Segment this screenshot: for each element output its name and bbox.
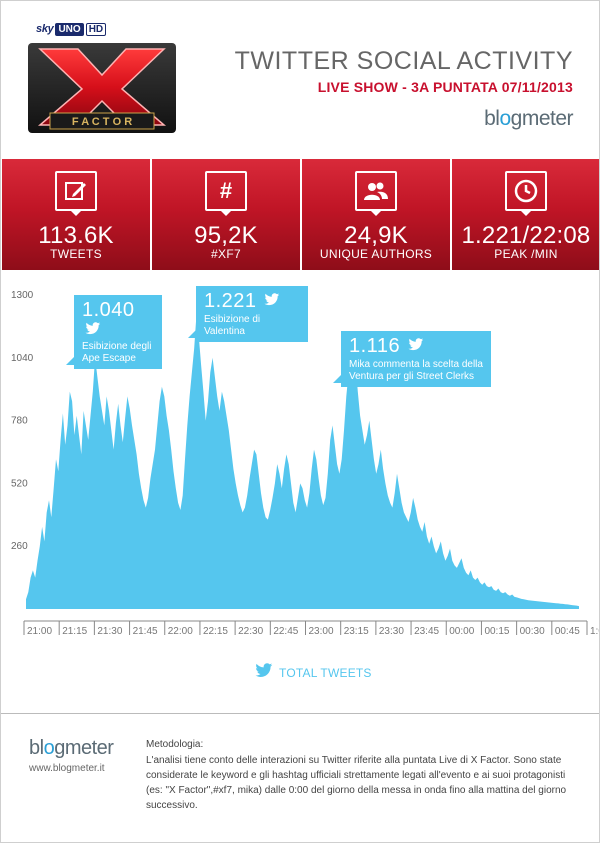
edit-icon	[55, 171, 97, 216]
brand-bottom-o: o	[43, 737, 55, 759]
xfactor-logo: F A C T O R	[28, 43, 176, 133]
x-tick-label: 21:30	[97, 626, 122, 637]
stat-peak: 1.221/22:08 PEAK /MIN	[452, 159, 599, 270]
x-tick-label: 00:45	[555, 626, 580, 637]
brand-bottom-post: gmeter	[54, 737, 114, 759]
x-tick-label: 21:45	[133, 626, 158, 637]
xfactor-logo-text: F A C T O R	[72, 116, 132, 128]
x-tick-label: 23:00	[309, 626, 334, 637]
stat-hashtag: # 95,2K #XF7	[152, 159, 302, 270]
callout-text: Esibizione degli Ape Escape	[82, 341, 152, 365]
x-tick-label: 23:30	[379, 626, 404, 637]
callout-value: 1.040	[82, 299, 135, 321]
stat-value: 1.221/22:08	[461, 222, 591, 249]
stat-label: UNIQUE AUTHORS	[319, 247, 433, 261]
x-tick-label: 21:15	[62, 626, 87, 637]
stat-label: PEAK /MIN	[494, 247, 558, 261]
methodology-text: L'analisi tiene conto delle interazioni …	[146, 755, 567, 811]
x-tick-label: 23:45	[414, 626, 439, 637]
channel-hd-label: HD	[85, 22, 107, 36]
page-subtitle: LIVE SHOW - 3A PUNTATA 07/11/2013	[317, 79, 573, 95]
stats-band: 113.6K TWEETS # 95,2K #XF7 24,9K UNIQUE …	[2, 159, 599, 270]
brand-top-o: o	[499, 107, 511, 130]
callout-value: 1.221	[204, 290, 257, 312]
x-tick-label: 00:00	[449, 626, 474, 637]
channel-badge: sky UNO HD	[36, 21, 107, 37]
stat-unique-authors: 24,9K UNIQUE AUTHORS	[302, 159, 452, 270]
callout-peak-1: 1.040 Esibizione degli Ape Escape	[66, 295, 162, 370]
stat-value: 113.6K	[38, 222, 114, 249]
tweets-area-chart: 260 520 780 1040 1300 21:00 21:15 21:30 21:45 22:…	[11, 290, 600, 637]
brand-top-pre: bl	[484, 107, 500, 130]
stat-tweets: 113.6K TWEETS	[2, 159, 152, 270]
twitter-bird-icon	[264, 292, 280, 311]
x-tick-label: 22:00	[168, 626, 193, 637]
x-tick-label: 22:30	[238, 626, 263, 637]
twitter-bird-icon	[408, 337, 424, 356]
clock-icon	[505, 171, 547, 216]
blogmeter-logo-bottom: blogmeter	[29, 737, 114, 760]
channel-sky-label: sky	[36, 23, 54, 35]
page-title: TWITTER SOCIAL ACTIVITY	[234, 47, 573, 75]
callout-peak-3: 1.116 Mika commenta la scelta della Vent…	[333, 331, 491, 387]
channel-uno-label: UNO	[55, 22, 84, 36]
twitter-bird-icon	[255, 663, 273, 683]
users-icon	[355, 171, 397, 216]
y-tick-label: 520	[11, 478, 28, 489]
callout-value: 1.116	[349, 335, 401, 357]
stat-label: TWEETS	[50, 247, 102, 261]
twitter-bird-icon	[85, 322, 101, 340]
hashtag-icon: #	[205, 171, 247, 216]
x-tick-label: 00:15	[484, 626, 509, 637]
x-tick-label: 23:15	[344, 626, 369, 637]
legend-label: TOTAL TWEETS	[279, 666, 372, 680]
x-tick-label: 22:15	[203, 626, 228, 637]
footer-divider	[1, 713, 599, 714]
methodology-title: Metodologia:	[146, 739, 204, 750]
stat-label: #XF7	[211, 247, 241, 261]
callout-text: Mika commenta la scelta della Ventura pe…	[349, 359, 483, 382]
x-tick-label: 21:00	[27, 626, 52, 637]
y-tick-label: 1040	[11, 353, 34, 364]
area-series-total-tweets	[26, 314, 579, 609]
x-tick-label: 22:45	[273, 626, 298, 637]
x-tick-label: 1:00	[590, 626, 600, 637]
callout-text: Esibizione di Valentina	[204, 314, 261, 337]
site-url-link[interactable]: www.blogmeter.it	[29, 763, 105, 774]
y-tick-label: 1300	[11, 290, 34, 301]
y-tick-label: 780	[11, 416, 28, 427]
chart-legend: TOTAL TWEETS	[255, 663, 372, 683]
blogmeter-logo-top: blogmeter	[484, 107, 573, 131]
y-tick-label: 260	[11, 541, 28, 552]
x-tick-label: 00:30	[520, 626, 545, 637]
callout-peak-2: 1.221 Esibizione di Valentina	[188, 286, 308, 342]
stat-value: 24,9K	[344, 222, 408, 249]
brand-bottom-pre: bl	[29, 737, 44, 759]
brand-top-post: gmeter	[510, 107, 574, 130]
stat-value: 95,2K	[194, 222, 258, 249]
